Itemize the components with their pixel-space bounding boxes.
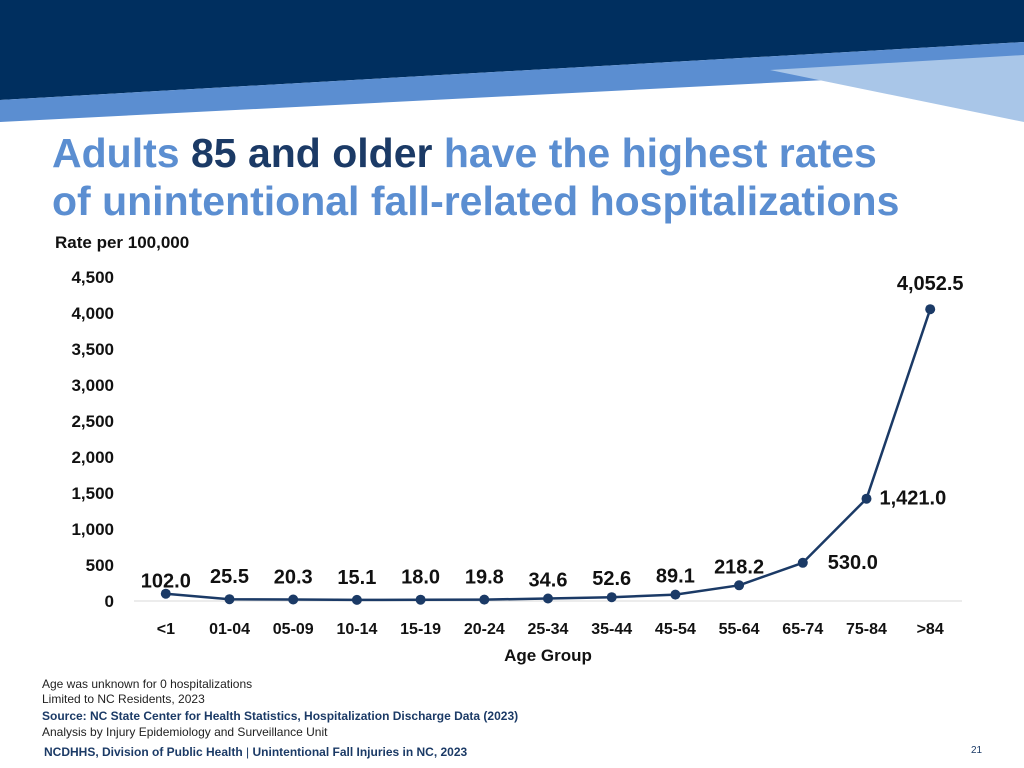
data-label: 4,052.5 xyxy=(897,273,964,295)
y-axis-ticks: 0 500 1,000 1,500 2,000 2,500 3,000 3,500 4,000 4… xyxy=(71,268,114,611)
line-chart: Rate per 100,000 0 500 1,000 1,500 2,000 2,50… xyxy=(55,233,964,665)
y-tick-label: 2,000 xyxy=(71,448,114,467)
x-axis-label: Age Group xyxy=(504,646,592,665)
data-label: 1,421.0 xyxy=(880,488,947,510)
title-prefix: Adults xyxy=(52,130,180,176)
x-tick-label: <1 xyxy=(157,621,175,638)
data-point xyxy=(606,592,617,603)
x-tick-label: 55-64 xyxy=(719,621,760,638)
y-tick-label: 3,000 xyxy=(71,376,114,395)
y-axis-label: Rate per 100,000 xyxy=(55,233,189,252)
data-label: 20.3 xyxy=(274,567,313,589)
y-tick-label: 3,500 xyxy=(71,340,114,359)
data-label: 52.6 xyxy=(592,568,631,590)
title-emphasis: 85 and older xyxy=(190,130,433,176)
page-title: Adults 85 and older have the highest rat… xyxy=(52,130,877,176)
data-point xyxy=(351,594,362,605)
x-tick-label: 25-34 xyxy=(528,621,569,638)
x-tick-label: 20-24 xyxy=(464,621,505,638)
x-tick-label: 75-84 xyxy=(846,621,887,638)
data-point xyxy=(543,593,553,604)
y-tick-label: 4,000 xyxy=(71,304,114,323)
y-tick-label: 1,000 xyxy=(71,520,114,539)
data-point xyxy=(797,557,808,568)
x-tick-label: 01-04 xyxy=(209,621,250,638)
x-tick-label: 35-44 xyxy=(591,621,632,638)
page-number: 21 xyxy=(971,745,983,756)
x-tick-label: 45-54 xyxy=(655,621,696,638)
data-point xyxy=(861,493,872,504)
footer-separator: | xyxy=(246,745,250,759)
data-point xyxy=(670,589,681,600)
data-label: 19.8 xyxy=(465,567,504,589)
data-points xyxy=(160,304,936,605)
series-line xyxy=(165,308,932,602)
data-label: 25.5 xyxy=(210,566,249,588)
data-point xyxy=(479,594,490,605)
note-unknown-age: Age was unknown for 0 hospitalizations xyxy=(42,677,253,691)
x-tick-label: 05-09 xyxy=(273,621,314,638)
x-axis-ticks: <1 01-04 05-09 10-14 15-19 20-24 25-34 35-44 45-… xyxy=(157,621,944,638)
footer: NCDHHS, Division of Public Health | Unin… xyxy=(44,745,467,759)
data-label: 18.0 xyxy=(401,567,440,589)
data-point xyxy=(224,594,235,605)
data-point xyxy=(925,304,936,315)
note-analysis: Analysis by Injury Epidemiology and Surv… xyxy=(42,725,328,739)
data-label: 34.6 xyxy=(529,570,568,592)
y-tick-label: 500 xyxy=(86,556,114,575)
y-tick-label: 0 xyxy=(105,592,114,611)
footer-report: Unintentional Fall Injuries in NC, 2023 xyxy=(252,745,468,759)
y-tick-label: 1,500 xyxy=(71,484,114,503)
data-label: 15.1 xyxy=(337,567,376,589)
y-tick-label: 2,500 xyxy=(71,412,114,431)
data-label: 530.0 xyxy=(828,552,878,574)
x-tick-label: 15-19 xyxy=(400,621,441,638)
data-point xyxy=(415,594,426,605)
x-tick-label: >84 xyxy=(917,621,944,638)
footer-org: NCDHHS, Division of Public Health xyxy=(44,745,243,759)
data-label: 102.0 xyxy=(141,571,191,593)
x-tick-label: 10-14 xyxy=(336,621,377,638)
data-point xyxy=(734,580,745,591)
data-point xyxy=(288,594,299,605)
y-tick-label: 4,500 xyxy=(71,268,114,287)
x-tick-label: 65-74 xyxy=(782,621,823,638)
note-source: Source: NC State Center for Health Stati… xyxy=(42,709,519,723)
data-label: 218.2 xyxy=(714,556,764,578)
title-suffix: have the highest rates xyxy=(443,130,877,176)
data-label: 89.1 xyxy=(656,566,695,588)
header-banner xyxy=(0,0,1024,122)
page-title-line2: of unintentional fall-related hospitaliz… xyxy=(52,178,900,224)
data-point xyxy=(160,588,171,599)
note-residents: Limited to NC Residents, 2023 xyxy=(42,692,205,706)
data-labels: 102.0 25.5 20.3 15.1 18.0 19.8 34.6 52.6 89.1 218… xyxy=(141,273,964,593)
